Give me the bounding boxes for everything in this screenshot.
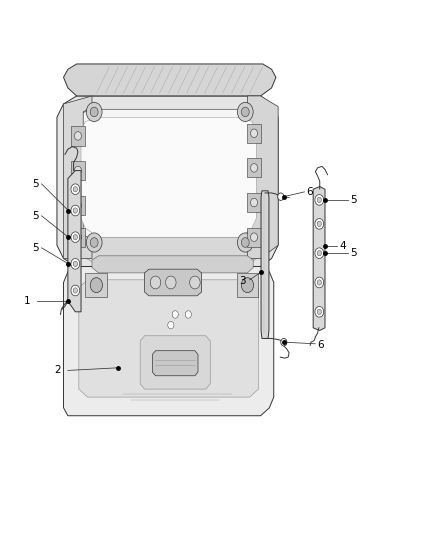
Circle shape bbox=[317, 280, 321, 285]
Polygon shape bbox=[81, 117, 256, 237]
Circle shape bbox=[90, 238, 98, 247]
Bar bbox=[85, 273, 107, 297]
Circle shape bbox=[237, 102, 253, 122]
Polygon shape bbox=[64, 266, 274, 416]
Circle shape bbox=[90, 278, 102, 293]
Circle shape bbox=[71, 232, 80, 243]
Circle shape bbox=[86, 102, 102, 122]
Circle shape bbox=[185, 311, 191, 318]
Circle shape bbox=[71, 184, 80, 195]
Circle shape bbox=[74, 233, 81, 241]
Text: 3: 3 bbox=[240, 277, 246, 286]
Polygon shape bbox=[313, 187, 325, 330]
Circle shape bbox=[74, 132, 81, 140]
Circle shape bbox=[73, 208, 78, 213]
Text: 2: 2 bbox=[55, 366, 61, 375]
Circle shape bbox=[86, 233, 102, 252]
Circle shape bbox=[73, 187, 78, 192]
Circle shape bbox=[237, 233, 253, 252]
Circle shape bbox=[168, 321, 174, 329]
Circle shape bbox=[172, 311, 178, 318]
Text: 5: 5 bbox=[32, 243, 39, 253]
Circle shape bbox=[241, 238, 249, 247]
Circle shape bbox=[74, 166, 81, 175]
Circle shape bbox=[73, 288, 78, 293]
Circle shape bbox=[251, 129, 258, 138]
Polygon shape bbox=[152, 351, 198, 376]
Bar bbox=[247, 193, 261, 212]
Polygon shape bbox=[261, 191, 269, 338]
Bar bbox=[71, 196, 85, 215]
Circle shape bbox=[166, 276, 176, 289]
Text: 5: 5 bbox=[350, 248, 357, 258]
Polygon shape bbox=[57, 96, 278, 266]
Circle shape bbox=[71, 205, 80, 216]
Circle shape bbox=[317, 221, 321, 227]
Bar bbox=[247, 124, 261, 143]
Circle shape bbox=[73, 235, 78, 240]
Text: 4: 4 bbox=[339, 241, 346, 251]
Polygon shape bbox=[79, 280, 258, 397]
Bar bbox=[71, 126, 85, 146]
Bar bbox=[237, 273, 258, 297]
Text: 6: 6 bbox=[318, 340, 324, 350]
Polygon shape bbox=[92, 256, 253, 273]
Polygon shape bbox=[64, 64, 276, 96]
Text: 5: 5 bbox=[350, 195, 357, 205]
Circle shape bbox=[190, 276, 200, 289]
Circle shape bbox=[315, 306, 324, 317]
Circle shape bbox=[315, 248, 324, 259]
Circle shape bbox=[241, 278, 254, 293]
Circle shape bbox=[317, 197, 321, 203]
Circle shape bbox=[315, 219, 324, 229]
Text: 5: 5 bbox=[32, 211, 39, 221]
Text: 1: 1 bbox=[24, 296, 31, 306]
Circle shape bbox=[315, 195, 324, 205]
Bar bbox=[247, 158, 261, 177]
Circle shape bbox=[315, 277, 324, 288]
Bar bbox=[71, 228, 85, 247]
Circle shape bbox=[71, 285, 80, 296]
Circle shape bbox=[317, 309, 321, 314]
Circle shape bbox=[317, 251, 321, 256]
Polygon shape bbox=[68, 171, 81, 312]
Text: 6: 6 bbox=[307, 187, 313, 197]
Polygon shape bbox=[64, 96, 92, 259]
Circle shape bbox=[281, 338, 287, 346]
Bar bbox=[71, 161, 85, 180]
Circle shape bbox=[241, 107, 249, 117]
Polygon shape bbox=[72, 109, 265, 248]
Polygon shape bbox=[140, 336, 210, 389]
Circle shape bbox=[71, 259, 80, 269]
Polygon shape bbox=[83, 237, 258, 264]
Circle shape bbox=[90, 107, 98, 117]
Text: 5: 5 bbox=[32, 179, 39, 189]
Circle shape bbox=[251, 164, 258, 172]
Polygon shape bbox=[145, 269, 201, 296]
Circle shape bbox=[251, 233, 258, 241]
Circle shape bbox=[150, 276, 161, 289]
Circle shape bbox=[278, 193, 284, 200]
Polygon shape bbox=[247, 96, 278, 259]
Circle shape bbox=[73, 261, 78, 266]
Circle shape bbox=[251, 198, 258, 207]
Circle shape bbox=[74, 201, 81, 209]
Bar bbox=[247, 228, 261, 247]
